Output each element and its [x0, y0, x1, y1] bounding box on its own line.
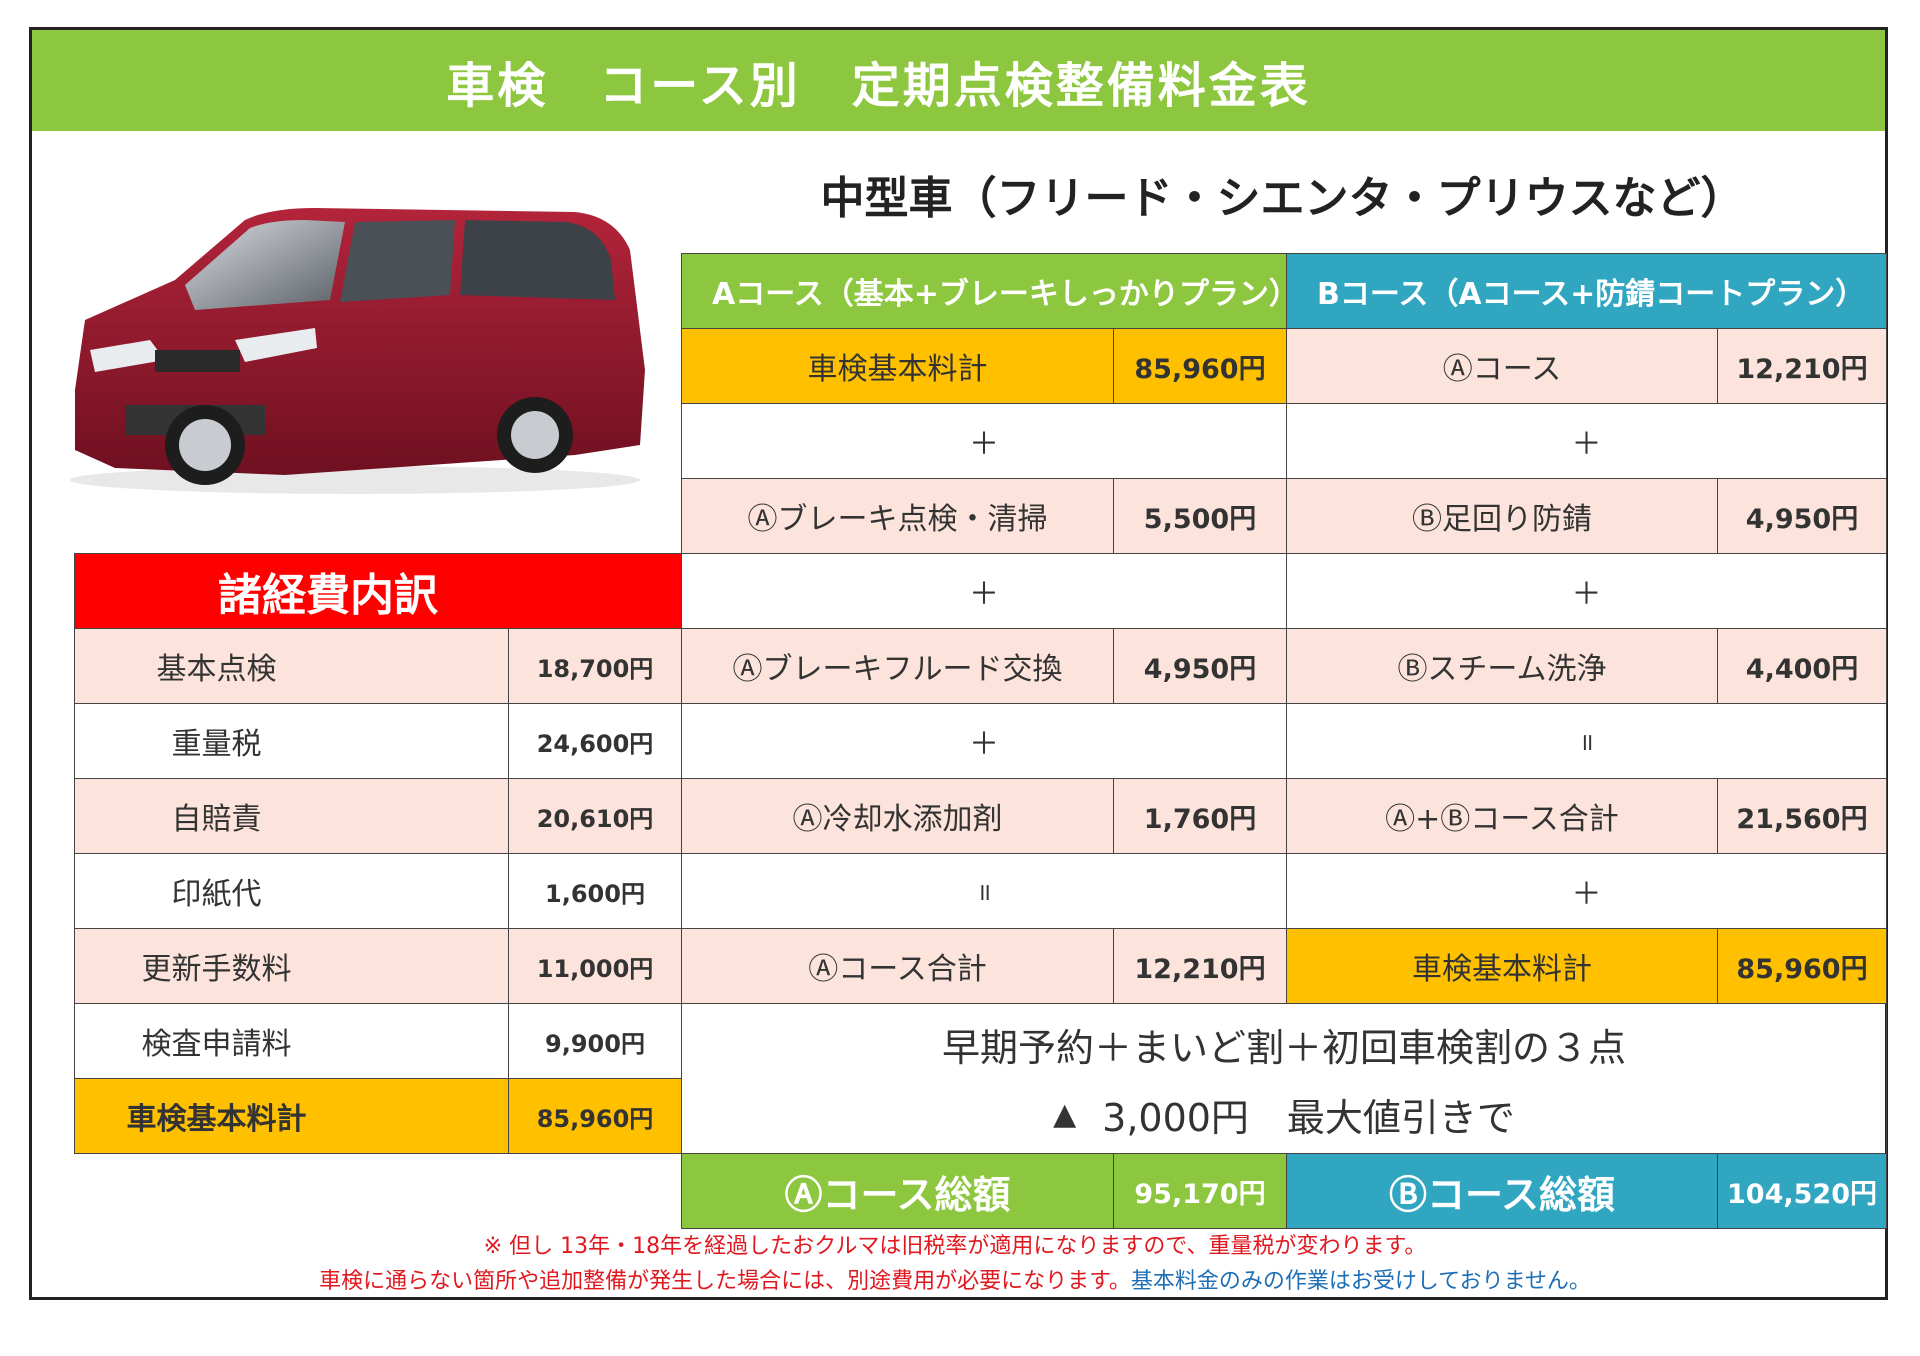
- note-tax: ※ 但し 13年・18年を経過したおクルマは旧税率が適用になりますので、重量税が…: [483, 1234, 1427, 1259]
- promo-line-2: ▲ 3,000円 最大値引きで: [683, 1080, 1885, 1148]
- course-a-base-label: 車検基本料計: [681, 328, 1114, 404]
- course-b-plus-1: ＋: [1286, 403, 1887, 479]
- course-b-base-label: 車検基本料計: [1286, 928, 1718, 1004]
- course-a-plus-3: ＋: [681, 703, 1287, 779]
- course-b-plus-2b: ＋: [1286, 853, 1887, 929]
- course-b-subtotal-value: 21,560円: [1717, 778, 1887, 854]
- course-a-base-value: 85,960円: [1113, 328, 1287, 404]
- course-b-a-value: 12,210円: [1717, 328, 1887, 404]
- expenses-header: 諸経費内訳: [74, 553, 682, 629]
- expense-total-label: 車検基本料計: [74, 1078, 509, 1154]
- expense-row-3-value: 20,610円: [508, 778, 682, 854]
- expense-row-4-value: 1,600円: [508, 853, 682, 929]
- note-additional-red: 車検に通らない箇所や追加整備が発生した場合には、別途費用が必要になります。: [319, 1269, 1131, 1294]
- course-a-equals: ॥: [681, 853, 1287, 929]
- promo-discount: 3,000円 最大値引きで: [1102, 1095, 1515, 1140]
- course-a-item-3-label: Ⓐ冷却水添加剤: [681, 778, 1114, 854]
- course-a-item-2-label: Ⓐブレーキフルード交換: [681, 628, 1114, 704]
- vehicle-class-title: 中型車（フリード・シエンタ・プリウスなど）: [820, 173, 1745, 224]
- expense-row-4-label: 印紙代: [74, 853, 509, 929]
- course-b-total-label: Ⓑコース総額: [1286, 1153, 1718, 1229]
- triangle-down-icon: ▲: [1053, 1096, 1077, 1132]
- course-a-subtotal-label: Ⓐコース合計: [681, 928, 1114, 1004]
- course-b-item-2-value: 4,400円: [1717, 628, 1887, 704]
- expense-row-2-label: 重量税: [74, 703, 509, 779]
- course-b-total-value: 104,520円: [1717, 1153, 1887, 1229]
- expense-row-1-label: 基本点検: [74, 628, 509, 704]
- course-a-total-value: 95,170円: [1113, 1153, 1287, 1229]
- course-b-item-1-value: 4,950円: [1717, 478, 1887, 554]
- course-b-item-2-label: Ⓑスチーム洗浄: [1286, 628, 1718, 704]
- course-a-item-1-label: Ⓐブレーキ点検・清掃: [681, 478, 1114, 554]
- expense-row-2-value: 24,600円: [508, 703, 682, 779]
- expense-row-3-label: 自賠責: [74, 778, 509, 854]
- expense-row-6-value: 9,900円: [508, 1003, 682, 1079]
- course-a-total-label: Ⓐコース総額: [681, 1153, 1114, 1229]
- course-a-plus-1: ＋: [681, 403, 1287, 479]
- note-additional-blue: 基本料金のみの作業はお受けしておりません。: [1130, 1269, 1591, 1294]
- note-additional: 車検に通らない箇所や追加整備が発生した場合には、別途費用が必要になります。基本料…: [60, 1263, 1850, 1295]
- course-b-base-value: 85,960円: [1717, 928, 1887, 1004]
- course-b-header: Bコース（Aコース+防錆コートプラン）: [1286, 253, 1887, 329]
- course-b-a-label: Ⓐコース: [1286, 328, 1718, 404]
- course-b-equals: ॥: [1286, 703, 1887, 779]
- expense-row-5-label: 更新手数料: [74, 928, 509, 1004]
- course-b-item-1-label: Ⓑ足回り防錆: [1286, 478, 1718, 554]
- course-a-item-1-value: 5,500円: [1113, 478, 1287, 554]
- course-a-subtotal-value: 12,210円: [1113, 928, 1287, 1004]
- course-b-subtotal-label: Ⓐ+Ⓑコース合計: [1286, 778, 1718, 854]
- expense-row-1-value: 18,700円: [508, 628, 682, 704]
- course-a-plus-2: ＋: [681, 553, 1287, 629]
- course-b-plus-2: ＋: [1286, 553, 1887, 629]
- page-title: 車検 コース別 定期点検整備料金表: [446, 57, 1311, 114]
- promo-line-1: 早期予約＋まいど割＋初回車検割の３点: [941, 1025, 1626, 1070]
- course-a-item-3-value: 1,760円: [1113, 778, 1287, 854]
- course-a-header: Aコース（基本+ブレーキしっかりプラン）: [681, 253, 1299, 329]
- car-image: [70, 208, 645, 494]
- expense-total-value: 85,960円: [508, 1078, 682, 1154]
- title-bar: 車検 コース別 定期点検整備料金表: [32, 30, 1885, 131]
- expense-row-5-value: 11,000円: [508, 928, 682, 1004]
- course-a-item-2-value: 4,950円: [1113, 628, 1287, 704]
- expense-row-6-label: 検査申請料: [74, 1003, 509, 1079]
